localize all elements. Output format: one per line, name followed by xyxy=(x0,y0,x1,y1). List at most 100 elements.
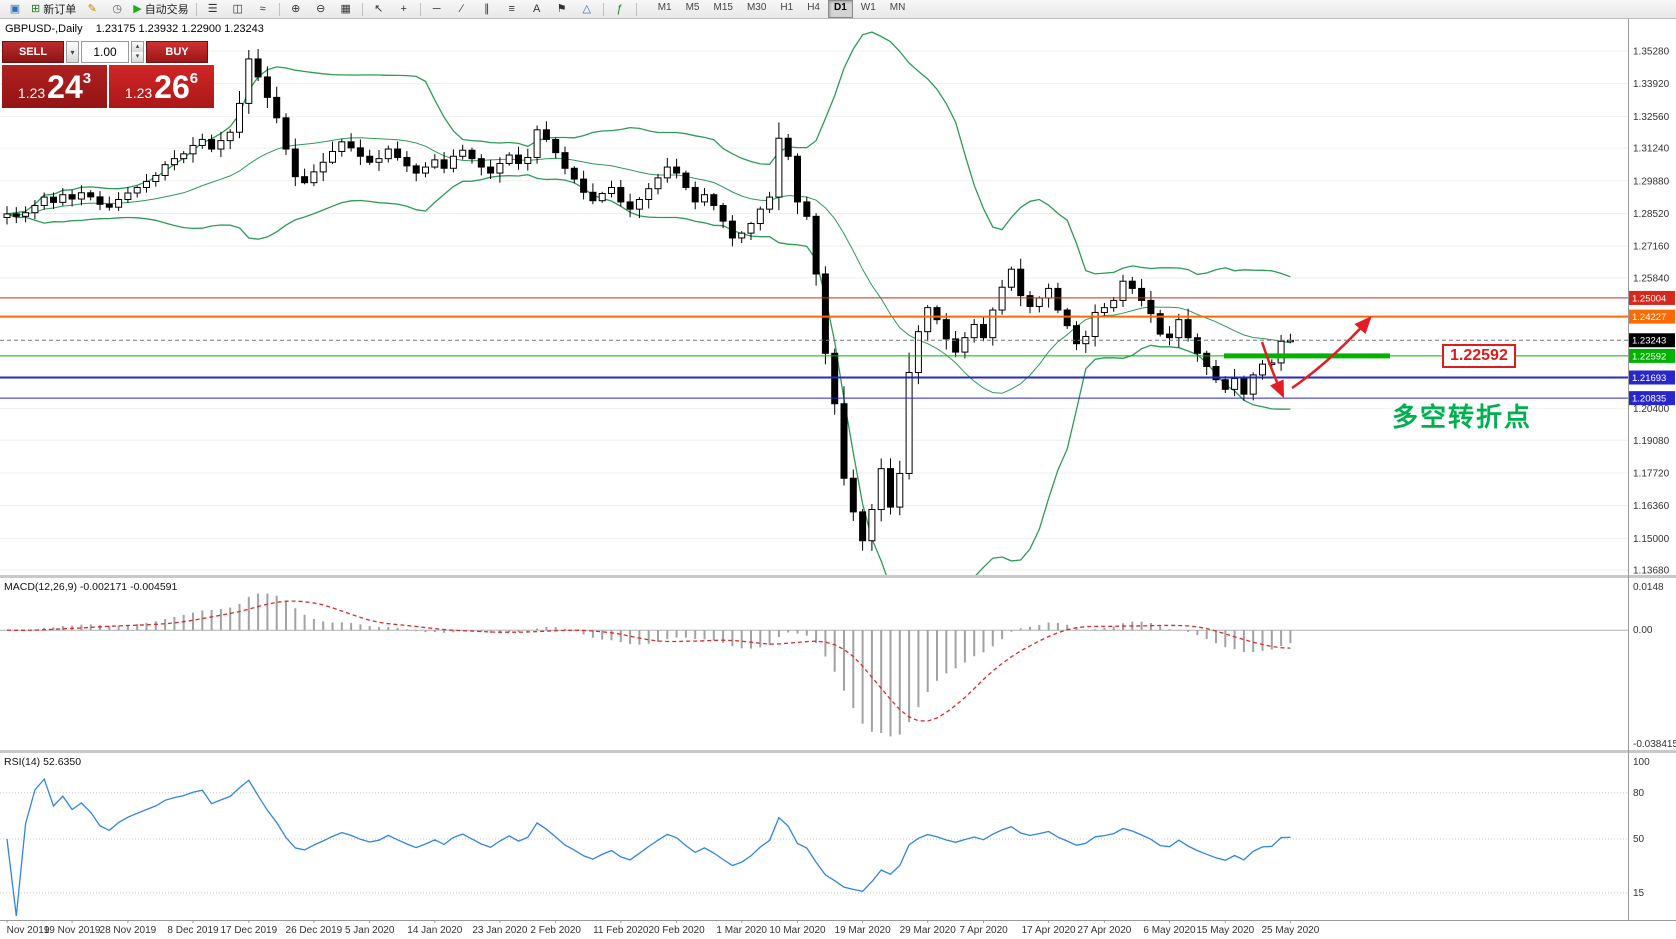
toolbar-separator xyxy=(195,2,197,16)
zoom-in-button[interactable]: ⊕ xyxy=(284,0,308,18)
horizontal-line-button[interactable]: ─ xyxy=(425,0,449,18)
macd-panel xyxy=(0,593,1628,737)
auto-trading-button[interactable]: ▶ 自动交易 xyxy=(130,0,191,18)
svg-text:19 Nov 2019: 19 Nov 2019 xyxy=(44,925,101,936)
tile-windows-icon: ▦ xyxy=(340,2,351,15)
new-chart-button[interactable]: ▣ xyxy=(3,0,27,18)
trendline-button[interactable]: ∕ xyxy=(450,0,474,18)
timeframe-h4[interactable]: H4 xyxy=(807,2,820,13)
indicators-icon: ƒ xyxy=(616,2,623,15)
volume-dropdown-icon[interactable]: ▾ xyxy=(66,41,79,63)
timeframe-mn[interactable]: MN xyxy=(889,2,906,13)
svg-text:1.13680: 1.13680 xyxy=(1633,566,1670,577)
buy-price-box[interactable]: 1.23 26 6 xyxy=(109,65,214,108)
new-order-button[interactable]: ⊞ 新订单 xyxy=(28,0,79,18)
level-lines: 1.25004 1.24227 1.23243 1.22592 1.21693 1.208… xyxy=(0,290,1675,406)
history-center-icon: ◷ xyxy=(112,2,123,15)
svg-text:1.15000: 1.15000 xyxy=(1633,534,1670,545)
crosshair-button[interactable]: + xyxy=(392,0,416,18)
toolbar-separator xyxy=(278,2,280,16)
text-button[interactable]: A xyxy=(525,0,549,18)
svg-text:0.0148: 0.0148 xyxy=(1633,582,1664,593)
svg-text:50: 50 xyxy=(1633,834,1645,845)
sell-price-sup: 3 xyxy=(82,70,92,87)
bar-chart-button[interactable]: ☰ xyxy=(201,0,225,18)
volume-spinner[interactable]: ▴ ▾ xyxy=(131,41,144,63)
price-tag xyxy=(1629,290,1675,305)
shapes-icon: △ xyxy=(582,2,591,15)
history-center-button[interactable]: ◷ xyxy=(105,0,129,18)
timeframe-bar: M1 M5 M15 M30 H1 H4 D1 W1 MN xyxy=(651,0,913,18)
line-chart-icon: ≈ xyxy=(259,2,266,15)
indicators-button[interactable]: ƒ xyxy=(608,0,632,18)
price-tag xyxy=(1629,348,1675,363)
zoom-out-button[interactable]: ⊖ xyxy=(309,0,333,18)
buy-button[interactable]: BUY xyxy=(146,41,208,63)
svg-text:19 Mar 2020: 19 Mar 2020 xyxy=(835,925,892,936)
new-order-icon: ⊞ xyxy=(31,2,41,15)
support-zone-segment xyxy=(1224,353,1390,359)
timeframe-h1[interactable]: H1 xyxy=(780,2,794,13)
svg-text:1.19080: 1.19080 xyxy=(1633,436,1670,447)
sell-button[interactable]: SELL xyxy=(2,41,64,63)
new-chart-icon: ▣ xyxy=(9,2,21,15)
svg-text:11 Feb 2020: 11 Feb 2020 xyxy=(593,925,649,936)
trade-panel-prices: 1.23 24 3 1.23 26 6 xyxy=(2,65,214,108)
svg-text:8 Dec 2019: 8 Dec 2019 xyxy=(167,925,219,936)
channel-button[interactable]: ∥ xyxy=(475,0,499,18)
timeframe-m15[interactable]: M15 xyxy=(713,2,733,13)
cursor-button[interactable]: ↖ xyxy=(367,0,391,18)
cursor-icon: ↖ xyxy=(374,2,384,15)
trend-arrows xyxy=(1260,316,1372,399)
rsi-indicator-label: RSI(14) 52.6350 xyxy=(4,756,82,768)
svg-text:1.32560: 1.32560 xyxy=(1633,112,1670,123)
fibonacci-button[interactable]: ≡ xyxy=(500,0,524,18)
svg-text:25 May 2020: 25 May 2020 xyxy=(1261,925,1319,936)
svg-text:100: 100 xyxy=(1633,757,1650,768)
chart-title: GBPUSD-,Daily 1.23175 1.23932 1.22900 1.… xyxy=(5,23,264,35)
symbol-period-label: GBPUSD-,Daily xyxy=(5,23,83,35)
volume-up-icon[interactable]: ▴ xyxy=(132,42,143,52)
rsi-line xyxy=(6,777,1291,917)
timeframe-m30[interactable]: M30 xyxy=(746,2,767,13)
label-icon: ⚑ xyxy=(556,2,567,15)
splitter[interactable] xyxy=(0,575,1676,578)
svg-text:15: 15 xyxy=(1633,888,1645,899)
support-price-callout[interactable]: 1.22592 xyxy=(1442,344,1516,368)
sell-price-box[interactable]: 1.23 24 3 xyxy=(2,65,107,108)
macd-scale: 0.0148 0.00 -0.038415 xyxy=(1633,582,1676,750)
line-chart-button[interactable]: ≈ xyxy=(251,0,275,18)
splitter[interactable] xyxy=(0,750,1676,753)
svg-text:5 Jan 2020: 5 Jan 2020 xyxy=(345,925,395,936)
macd-signal-line xyxy=(6,600,1291,722)
shapes-button[interactable]: △ xyxy=(575,0,599,18)
price-tag xyxy=(1629,309,1675,324)
panel-frames xyxy=(0,19,1676,921)
timeframe-d1[interactable]: D1 xyxy=(828,0,853,18)
timeframe-m5[interactable]: M5 xyxy=(685,2,700,13)
timeframe-m1[interactable]: M1 xyxy=(657,2,672,13)
svg-text:0.00: 0.00 xyxy=(1633,625,1653,636)
candlestick-chart-button[interactable]: ◫ xyxy=(226,0,250,18)
zoom-out-icon: ⊖ xyxy=(316,2,326,15)
timeframe-w1[interactable]: W1 xyxy=(860,2,876,13)
svg-text:23 Jan 2020: 23 Jan 2020 xyxy=(472,925,527,936)
tile-windows-button[interactable]: ▦ xyxy=(334,0,358,18)
svg-text:10 Mar 2020: 10 Mar 2020 xyxy=(769,925,826,936)
svg-text:1.21693: 1.21693 xyxy=(1632,373,1666,384)
buy-price-big: 26 xyxy=(154,68,190,105)
price-tag xyxy=(1629,333,1675,348)
price-tag xyxy=(1629,391,1675,406)
buy-price-sup: 6 xyxy=(189,70,199,87)
volume-down-icon[interactable]: ▾ xyxy=(132,52,143,62)
svg-text:28 Nov 2019: 28 Nov 2019 xyxy=(100,925,157,936)
svg-text:20 Feb 2020: 20 Feb 2020 xyxy=(649,925,706,936)
metaeditor-button[interactable]: ✎ xyxy=(80,0,104,18)
buy-price-prefix: 1.23 xyxy=(124,85,153,101)
svg-text:1.17720: 1.17720 xyxy=(1633,468,1670,479)
label-button[interactable]: ⚑ xyxy=(550,0,574,18)
toolbar-separator xyxy=(419,2,421,16)
volume-input[interactable] xyxy=(81,41,129,63)
